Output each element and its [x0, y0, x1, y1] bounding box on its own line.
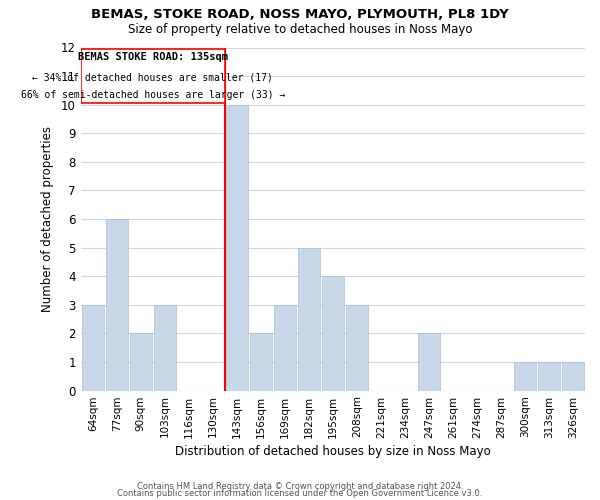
FancyBboxPatch shape: [81, 49, 225, 103]
Text: Contains public sector information licensed under the Open Government Licence v3: Contains public sector information licen…: [118, 490, 482, 498]
Bar: [562, 362, 584, 390]
Text: Size of property relative to detached houses in Noss Mayo: Size of property relative to detached ho…: [128, 22, 472, 36]
Bar: [274, 305, 296, 390]
Bar: [226, 104, 248, 391]
X-axis label: Distribution of detached houses by size in Noss Mayo: Distribution of detached houses by size …: [175, 444, 491, 458]
Bar: [538, 362, 560, 390]
Text: BEMAS STOKE ROAD: 135sqm: BEMAS STOKE ROAD: 135sqm: [78, 52, 228, 62]
Bar: [250, 334, 272, 390]
Bar: [130, 334, 152, 390]
Text: BEMAS, STOKE ROAD, NOSS MAYO, PLYMOUTH, PL8 1DY: BEMAS, STOKE ROAD, NOSS MAYO, PLYMOUTH, …: [91, 8, 509, 20]
Bar: [106, 219, 128, 390]
Text: Contains HM Land Registry data © Crown copyright and database right 2024.: Contains HM Land Registry data © Crown c…: [137, 482, 463, 491]
Bar: [82, 305, 104, 390]
Text: ← 34% of detached houses are smaller (17): ← 34% of detached houses are smaller (17…: [32, 72, 273, 83]
Bar: [346, 305, 368, 390]
Bar: [418, 334, 440, 390]
Bar: [154, 305, 176, 390]
Bar: [322, 276, 344, 390]
Bar: [298, 248, 320, 390]
Text: 66% of semi-detached houses are larger (33) →: 66% of semi-detached houses are larger (…: [20, 90, 285, 100]
Bar: [514, 362, 536, 390]
Y-axis label: Number of detached properties: Number of detached properties: [41, 126, 54, 312]
